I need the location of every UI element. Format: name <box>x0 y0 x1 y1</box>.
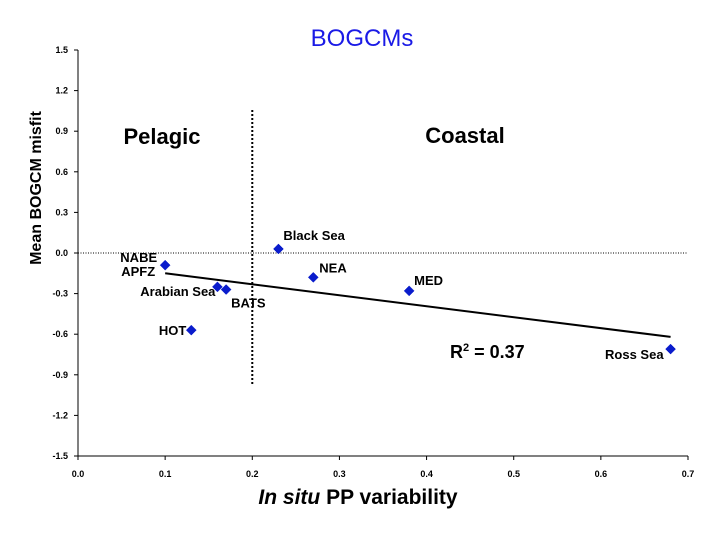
r2-prefix: R <box>450 342 463 362</box>
y-tick-label: -1.2 <box>52 410 68 420</box>
axes: 1.5 1.2 0.9 0.6 0.3 0.0 -0.3 -0.6 -0.9 -1.2 -1.5 0.… <box>52 45 694 479</box>
data-point-label: BATS <box>231 296 266 311</box>
r2-sup: 2 <box>463 342 469 354</box>
data-point-marker <box>185 324 197 336</box>
data-point-label: MED <box>414 273 443 288</box>
trendline-group <box>165 272 671 338</box>
data-point-marker <box>307 272 319 283</box>
y-axis-label: Mean BOGCM misfit <box>28 110 45 264</box>
x-axis-label: In situ PP variability <box>258 486 458 509</box>
x-tick-label: 0.1 <box>159 469 172 479</box>
data-point-marker <box>212 281 223 293</box>
data-point-marker <box>403 285 415 297</box>
data-point-label: Arabian Sea <box>140 284 216 299</box>
x-axis-label-rest: PP variability <box>320 486 458 509</box>
y-tick-label: -1.5 <box>52 451 68 461</box>
data-point-label: Black Sea <box>283 228 345 243</box>
data-point-marker <box>665 343 676 355</box>
x-tick-label: 0.2 <box>246 469 259 479</box>
y-tick-label: -0.9 <box>52 370 68 380</box>
y-tick-label: -0.3 <box>52 289 68 299</box>
x-tick-label: 0.4 <box>420 469 433 479</box>
y-tick-label: 0.3 <box>55 207 68 217</box>
data-point-marker <box>273 243 284 255</box>
x-tick-label: 0.6 <box>595 469 608 479</box>
data-point-label: HOT <box>159 323 187 338</box>
guides <box>78 110 688 386</box>
y-tick-label: 0.6 <box>55 167 68 177</box>
r-squared-label: R2 = 0.37 <box>450 342 525 362</box>
y-tick-label: 0.0 <box>55 248 68 258</box>
x-axis-label-italic: In situ <box>258 486 320 509</box>
data-point-label: APFZ <box>121 264 155 279</box>
y-tick-label: -0.6 <box>52 329 68 339</box>
x-tick-label: 0.7 <box>682 469 695 479</box>
y-tick-label: 1.5 <box>55 45 68 55</box>
data-point-marker <box>220 284 232 295</box>
x-tick-label: 0.5 <box>507 469 520 479</box>
chart-title: BOGCMs <box>311 25 414 52</box>
r2-suffix: = 0.37 <box>469 342 525 362</box>
data-point-label: Ross Sea <box>605 347 664 362</box>
x-tick-label: 0.0 <box>72 469 85 479</box>
data-point-label: NEA <box>319 260 347 275</box>
region-label-coastal: Coastal <box>425 123 504 148</box>
data-point-marker <box>159 259 171 271</box>
y-tick-label: 1.2 <box>55 86 68 96</box>
data-point-label: NABE <box>120 250 157 265</box>
trendline <box>165 272 671 338</box>
x-tick-label: 0.3 <box>333 469 346 479</box>
region-label-pelagic: Pelagic <box>123 124 200 149</box>
y-tick-label: 0.9 <box>55 126 68 136</box>
